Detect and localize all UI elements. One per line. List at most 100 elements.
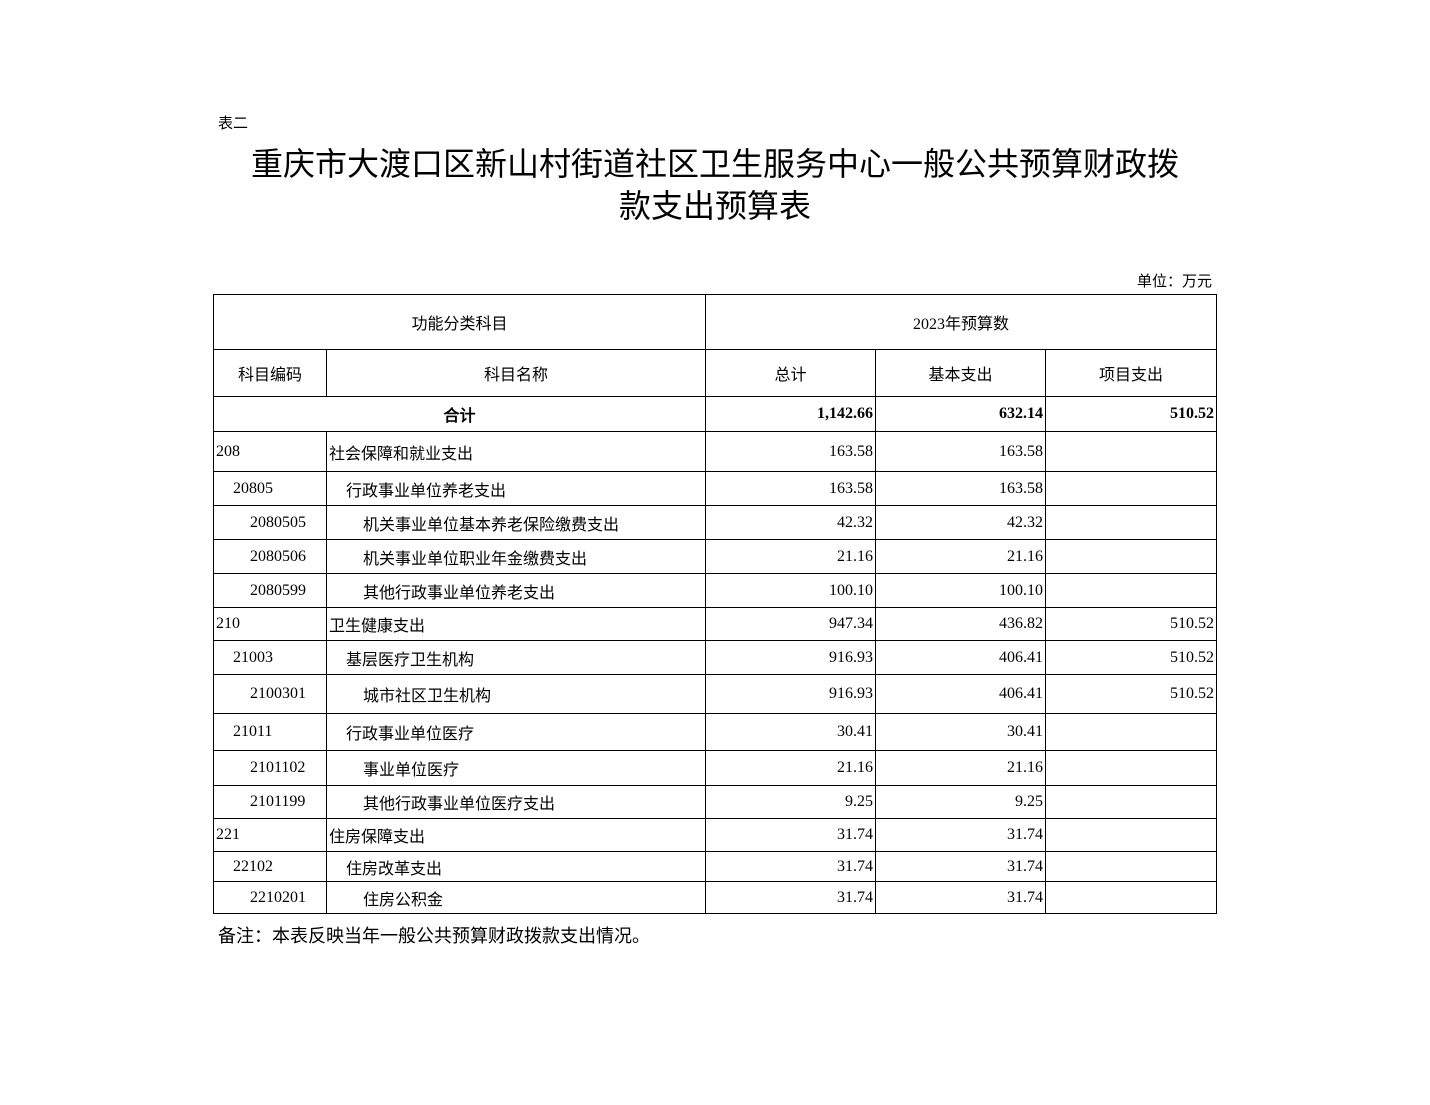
row-total: 21.16 bbox=[705, 750, 877, 786]
row-code: 21011 bbox=[213, 713, 327, 751]
row-name: 卫生健康支出 bbox=[325, 607, 707, 641]
row-basic: 406.41 bbox=[875, 674, 1047, 714]
row-name: 机关事业单位基本养老保险缴费支出 bbox=[325, 505, 707, 540]
row-project bbox=[1045, 750, 1218, 786]
row-code: 2101102 bbox=[213, 750, 327, 786]
row-name: 行政事业单位医疗 bbox=[325, 713, 707, 751]
table-row: 20805 行政事业单位养老支出 163.58 163.58 bbox=[213, 471, 1218, 506]
table-row: 2101102 事业单位医疗 21.16 21.16 bbox=[213, 750, 1218, 786]
table-row: 21011 行政事业单位医疗 30.41 30.41 bbox=[213, 713, 1218, 751]
title-line-2: 款支出预算表 bbox=[618, 188, 811, 224]
row-code: 2101199 bbox=[213, 785, 327, 819]
table-row: 2101199 其他行政事业单位医疗支出 9.25 9.25 bbox=[213, 785, 1218, 819]
page-title: 重庆市大渡口区新山村街道社区卫生服务中心一般公共预算财政拨 款支出预算表 bbox=[200, 143, 1230, 227]
row-code: 210 bbox=[213, 607, 327, 641]
row-basic: 100.10 bbox=[875, 573, 1047, 608]
row-total: 9.25 bbox=[705, 785, 877, 819]
row-code: 21003 bbox=[213, 640, 327, 675]
row-code: 2210201 bbox=[213, 881, 327, 914]
table-row: 221 住房保障支出 31.74 31.74 bbox=[213, 818, 1218, 852]
row-name: 住房公积金 bbox=[325, 881, 707, 914]
row-total: 916.93 bbox=[705, 640, 877, 675]
row-basic: 21.16 bbox=[875, 750, 1047, 786]
row-code: 22102 bbox=[213, 851, 327, 882]
row-total: 100.10 bbox=[705, 573, 877, 608]
header-code: 科目编码 bbox=[213, 349, 327, 397]
total-basic: 632.14 bbox=[875, 396, 1047, 432]
row-total: 31.74 bbox=[705, 881, 877, 914]
row-project bbox=[1045, 818, 1218, 852]
unit-label: 单位：万元 bbox=[1136, 274, 1212, 290]
table-row: 2080505 机关事业单位基本养老保险缴费支出 42.32 42.32 bbox=[213, 505, 1218, 540]
row-name: 基层医疗卫生机构 bbox=[325, 640, 707, 675]
row-basic: 31.74 bbox=[875, 851, 1047, 882]
row-name: 住房保障支出 bbox=[325, 818, 707, 852]
total-total: 1,142.66 bbox=[705, 396, 877, 432]
row-total: 21.16 bbox=[705, 539, 877, 574]
row-basic: 163.58 bbox=[875, 471, 1047, 506]
row-total: 31.74 bbox=[705, 851, 877, 882]
group-header-budget: 2023年预算数 bbox=[705, 294, 1218, 350]
row-project bbox=[1045, 471, 1218, 506]
row-project bbox=[1045, 881, 1218, 914]
row-project bbox=[1045, 431, 1218, 472]
row-basic: 31.74 bbox=[875, 881, 1047, 914]
row-project bbox=[1045, 713, 1218, 751]
row-project: 510.52 bbox=[1045, 674, 1218, 714]
header-basic: 基本支出 bbox=[875, 349, 1047, 397]
group-header-row: 功能分类科目 2023年预算数 bbox=[212, 294, 1218, 350]
row-total: 31.74 bbox=[705, 818, 877, 852]
header-total: 总计 bbox=[705, 349, 877, 397]
row-project: 510.52 bbox=[1045, 607, 1218, 641]
row-name: 住房改革支出 bbox=[325, 851, 707, 882]
row-name: 其他行政事业单位医疗支出 bbox=[325, 785, 707, 819]
total-project: 510.52 bbox=[1045, 396, 1218, 432]
table-row: 2100301 城市社区卫生机构 916.93 406.41 510.52 bbox=[213, 674, 1218, 714]
row-name: 城市社区卫生机构 bbox=[325, 674, 707, 714]
row-total: 163.58 bbox=[705, 431, 877, 472]
table-row: 210 卫生健康支出 947.34 436.82 510.52 bbox=[213, 607, 1218, 641]
table-row: 2080599 其他行政事业单位养老支出 100.10 100.10 bbox=[213, 573, 1218, 608]
row-name: 事业单位医疗 bbox=[325, 750, 707, 786]
row-project: 510.52 bbox=[1045, 640, 1218, 675]
row-basic: 163.58 bbox=[875, 431, 1047, 472]
row-name: 机关事业单位职业年金缴费支出 bbox=[325, 539, 707, 574]
row-project bbox=[1045, 505, 1218, 540]
row-code: 2080505 bbox=[213, 505, 327, 540]
row-code: 2100301 bbox=[213, 674, 327, 714]
row-total: 30.41 bbox=[705, 713, 877, 751]
row-total: 916.93 bbox=[705, 674, 877, 714]
row-code: 221 bbox=[213, 818, 327, 852]
table-row: 21003 基层医疗卫生机构 916.93 406.41 510.52 bbox=[213, 640, 1218, 675]
row-basic: 21.16 bbox=[875, 539, 1047, 574]
row-total: 163.58 bbox=[705, 471, 877, 506]
row-code: 2080599 bbox=[213, 573, 327, 608]
row-project bbox=[1045, 851, 1218, 882]
header-project: 项目支出 bbox=[1045, 349, 1218, 397]
row-basic: 9.25 bbox=[875, 785, 1047, 819]
row-project bbox=[1045, 573, 1218, 608]
table-row: 2210201 住房公积金 31.74 31.74 bbox=[213, 881, 1218, 914]
group-header-function: 功能分类科目 bbox=[212, 294, 707, 350]
row-project bbox=[1045, 785, 1218, 819]
footnote: 备注：本表反映当年一般公共预算财政拨款支出情况。 bbox=[218, 926, 650, 946]
row-project bbox=[1045, 539, 1218, 574]
row-basic: 30.41 bbox=[875, 713, 1047, 751]
row-code: 2080506 bbox=[213, 539, 327, 574]
row-name: 社会保障和就业支出 bbox=[325, 431, 707, 472]
total-label: 合计 bbox=[212, 396, 707, 432]
table-row: 22102 住房改革支出 31.74 31.74 bbox=[213, 851, 1218, 882]
column-header-row: 科目编码 科目名称 总计 基本支出 项目支出 bbox=[213, 349, 1218, 397]
row-total: 42.32 bbox=[705, 505, 877, 540]
table-row: 208 社会保障和就业支出 163.58 163.58 bbox=[213, 431, 1218, 472]
row-basic: 31.74 bbox=[875, 818, 1047, 852]
row-basic: 436.82 bbox=[875, 607, 1047, 641]
total-row: 合计 1,142.66 632.14 510.52 bbox=[212, 396, 1218, 432]
row-code: 208 bbox=[213, 431, 327, 472]
title-line-1: 重庆市大渡口区新山村街道社区卫生服务中心一般公共预算财政拨 bbox=[250, 146, 1179, 182]
row-basic: 42.32 bbox=[875, 505, 1047, 540]
row-basic: 406.41 bbox=[875, 640, 1047, 675]
row-code: 20805 bbox=[213, 471, 327, 506]
header-name: 科目名称 bbox=[325, 349, 707, 397]
table-row: 2080506 机关事业单位职业年金缴费支出 21.16 21.16 bbox=[213, 539, 1218, 574]
